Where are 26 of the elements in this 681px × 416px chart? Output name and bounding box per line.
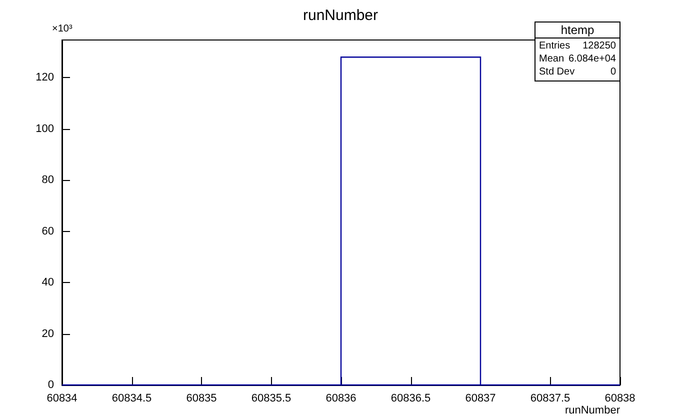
- annotation: 6.084e+04: [568, 54, 616, 64]
- y-tick-label: 40: [42, 276, 54, 289]
- x-axis-title: runNumber: [564, 404, 620, 416]
- x-tick-label: 60837.5: [530, 392, 570, 404]
- annotation: 128250: [582, 40, 616, 52]
- annotation: Mean: [539, 54, 564, 64]
- text: ×10³: [52, 24, 73, 34]
- x-tick-label: 60838: [604, 392, 636, 404]
- text: htemp: [560, 23, 594, 37]
- y-tick-label: 80: [42, 174, 54, 186]
- x-tick-label: 60835: [186, 392, 217, 404]
- y-tick-label: 20: [42, 328, 54, 340]
- annotation: 0: [610, 66, 616, 78]
- annotation: Std Dev: [539, 66, 575, 78]
- x-tick-label: 60834: [46, 392, 78, 404]
- y-tick-label: 100: [36, 122, 54, 135]
- y-tick-label: 120: [36, 72, 54, 84]
- x-tick-label: 60835.5: [251, 392, 292, 404]
- chart-title: runNumber: [302, 7, 378, 24]
- annotation: Entries: [539, 40, 570, 52]
- y-tick-label: 60: [42, 225, 54, 238]
- x-tick-label: 60836.5: [390, 392, 431, 404]
- x-tick-label: 60834.5: [112, 392, 152, 404]
- x-tick-label: 60836: [326, 392, 356, 404]
- y-tick-label: 0: [48, 379, 54, 391]
- x-tick-label: 60837: [465, 392, 496, 404]
